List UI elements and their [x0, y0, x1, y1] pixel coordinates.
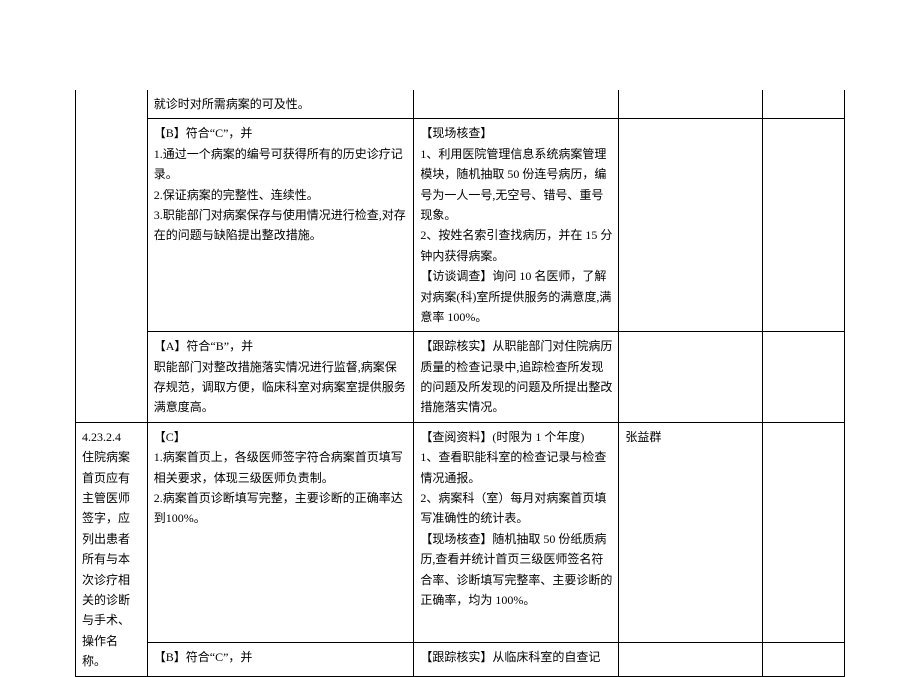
cell-person [619, 90, 763, 119]
cell-person [619, 332, 763, 423]
cell-id [76, 90, 148, 422]
cell-method: 【现场核查】1、利用医院管理信息系统病案管理模块，随机抽取 50 份连号病历，编… [414, 119, 619, 332]
cell-text: 【B】符合“C”，并1.通过一个病案的编号可获得所有的历史诊疗记录。2.保证病案… [154, 126, 406, 242]
table-row: 【B】符合“C”，并1.通过一个病案的编号可获得所有的历史诊疗记录。2.保证病案… [76, 119, 845, 332]
cell-note [762, 90, 844, 119]
cell-criteria: 【B】符合“C”，并1.通过一个病案的编号可获得所有的历史诊疗记录。2.保证病案… [147, 119, 414, 332]
cell-method: 【跟踪核实】从临床科室的自查记 [414, 642, 619, 676]
cell-person [619, 119, 763, 332]
table-row: 【A】符合“B”，并职能部门对整改措施落实情况进行监督,病案保存规范，调取方便，… [76, 332, 845, 423]
cell-note [762, 332, 844, 423]
cell-text: 就诊时对所需病案的可及性。 [154, 97, 310, 111]
cell-person: 张益群 [619, 422, 763, 642]
cell-text: 张益群 [625, 430, 661, 444]
document-page: 就诊时对所需病案的可及性。 【B】符合“C”，并1.通过一个病案的编号可获得所有… [0, 0, 920, 651]
cell-text: 【B】符合“C”，并 [154, 650, 253, 664]
cell-text: 【现场核查】1、利用医院管理信息系统病案管理模块，随机抽取 50 份连号病历，编… [420, 126, 612, 324]
table-row: 【B】符合“C”，并 【跟踪核实】从临床科室的自查记 [76, 642, 845, 676]
cell-text: 【A】符合“B”，并职能部门对整改措施落实情况进行监督,病案保存规范，调取方便，… [154, 339, 406, 414]
cell-note [762, 119, 844, 332]
cell-criteria: 【C】1.病案首页上，各级医师签字符合病案首页填写相关要求，体现三级医师负责制。… [147, 422, 414, 642]
cell-note [762, 642, 844, 676]
cell-text: 【跟踪核实】从临床科室的自查记 [420, 650, 600, 664]
cell-text: 【跟踪核实】从职能部门对住院病历质量的检查记录中,追踪检查所发现的问题及所发现的… [420, 339, 612, 414]
cell-id: 4.23.2.4住院病案首页应有主管医师签字，应列出患者所有与本次诊疗相关的诊断… [76, 422, 148, 676]
cell-note [762, 422, 844, 642]
cell-criteria: 【A】符合“B”，并职能部门对整改措施落实情况进行监督,病案保存规范，调取方便，… [147, 332, 414, 423]
cell-criteria: 就诊时对所需病案的可及性。 [147, 90, 414, 119]
cell-criteria: 【B】符合“C”，并 [147, 642, 414, 676]
cell-text: 【C】1.病案首页上，各级医师签字符合病案首页填写相关要求，体现三级医师负责制。… [154, 430, 403, 526]
table-row: 就诊时对所需病案的可及性。 [76, 90, 845, 119]
cell-method: 【查阅资料】(时限为 1 个年度)1、查看职能科室的检查记录与检查情况通报。2、… [414, 422, 619, 642]
cell-text: 4.23.2.4住院病案首页应有主管医师签字，应列出患者所有与本次诊疗相关的诊断… [82, 430, 130, 668]
cell-text: 【查阅资料】(时限为 1 个年度)1、查看职能科室的检查记录与检查情况通报。2、… [420, 430, 612, 607]
cell-person [619, 642, 763, 676]
evaluation-table: 就诊时对所需病案的可及性。 【B】符合“C”，并1.通过一个病案的编号可获得所有… [75, 90, 845, 677]
cell-method: 【跟踪核实】从职能部门对住院病历质量的检查记录中,追踪检查所发现的问题及所发现的… [414, 332, 619, 423]
table-row: 4.23.2.4住院病案首页应有主管医师签字，应列出患者所有与本次诊疗相关的诊断… [76, 422, 845, 642]
cell-method [414, 90, 619, 119]
